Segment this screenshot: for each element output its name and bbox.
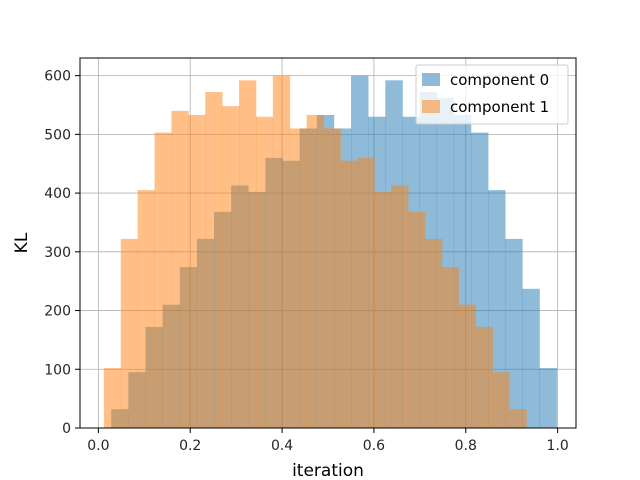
legend: component 0 component 1 (415, 64, 569, 125)
histogram-bar (458, 304, 476, 428)
histogram-bar (289, 128, 307, 428)
histogram-bar (340, 160, 358, 428)
histogram-bar (441, 267, 460, 428)
y-tick-label: 0 (62, 421, 71, 437)
y-axis-ticks: 0 100 200 300 400 500 600 (44, 69, 80, 437)
y-axis-label: KL (12, 232, 32, 253)
y-tick-label: 300 (44, 245, 71, 261)
y-tick-label: 400 (44, 186, 71, 202)
histogram-bar (137, 190, 155, 428)
legend-swatch-component-0 (422, 73, 440, 86)
histogram-bar (374, 191, 392, 428)
histogram-bar (171, 110, 189, 428)
histogram-bar (475, 326, 493, 428)
x-axis-ticks: 0.0 0.2 0.4 0.6 0.8 1.0 (87, 428, 569, 454)
histogram-bar (222, 106, 240, 429)
histogram-bar (103, 368, 122, 428)
x-tick-label: 1.0 (546, 438, 568, 454)
x-tick-label: 0.4 (271, 438, 293, 454)
x-tick-label: 0.8 (455, 438, 477, 454)
x-tick-label: 0.6 (363, 438, 385, 454)
histogram-bar (408, 211, 426, 428)
y-tick-label: 200 (44, 304, 71, 320)
legend-box (415, 64, 569, 125)
x-tick-label: 0.2 (179, 438, 201, 454)
histogram-bar (509, 409, 527, 428)
histogram-bar (306, 114, 324, 428)
histogram-bar (272, 75, 291, 428)
histogram-bar (323, 128, 341, 428)
histogram-bars (103, 75, 557, 429)
y-tick-label: 100 (44, 362, 71, 378)
histogram-bar (424, 238, 443, 428)
x-tick-label: 0.0 (87, 438, 109, 454)
legend-swatch-component-1 (422, 100, 440, 113)
y-tick-label: 600 (44, 69, 71, 85)
histogram-bar (492, 372, 510, 428)
histogram-bar (239, 80, 257, 429)
histogram-bar (357, 157, 375, 429)
histogram-bar (391, 185, 409, 428)
histogram-bar (120, 238, 138, 428)
histogram-bar (522, 288, 540, 428)
histogram-bar (154, 132, 172, 429)
x-axis-label: iteration (292, 461, 364, 480)
plot-frame (79, 57, 577, 429)
series-1 (103, 75, 527, 429)
histogram-bar (188, 114, 206, 428)
histogram-bar (539, 368, 557, 428)
y-tick-label: 500 (44, 127, 71, 143)
histogram-bar (205, 92, 223, 429)
legend-label-component-1: component 1 (450, 98, 549, 116)
histogram-bar (255, 116, 274, 428)
legend-label-component-0: component 0 (450, 71, 549, 89)
